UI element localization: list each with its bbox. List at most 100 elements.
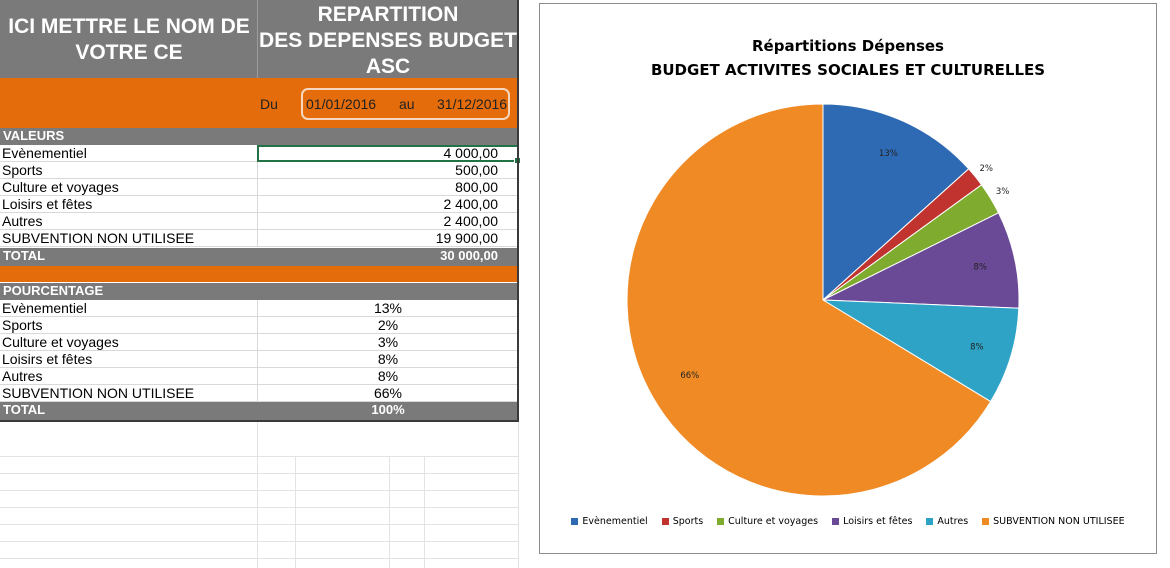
percent-row-value[interactable]: 13% [373, 300, 403, 316]
report-title-line3: ASC [365, 55, 411, 78]
pie-slice-evenementiel[interactable] [822, 103, 970, 302]
legend-item-autres[interactable]: Autres [926, 516, 968, 527]
values-row-label: Culture et voyages [2, 179, 119, 195]
values-row-value[interactable]: 500,00 [455, 162, 498, 178]
pie-slice-loisirs-et-fetes[interactable] [822, 212, 1020, 309]
percent-section-header: POURCENTAGE [0, 283, 518, 300]
cell-divider [257, 162, 258, 179]
cell-divider [257, 385, 258, 402]
values-section-header: VALEURS [0, 128, 518, 145]
percent-row-value[interactable]: 8% [377, 368, 399, 384]
cell-divider [257, 179, 258, 196]
percent-row-label: Evènementiel [2, 300, 87, 316]
values-row[interactable]: SUBVENTION NON UTILISEE 19 900,00 [0, 230, 518, 247]
pie-data-label: 8% [973, 263, 987, 273]
percent-row-value[interactable]: 8% [377, 351, 399, 367]
legend-label: Evènementiel [582, 516, 648, 527]
section-divider-band [0, 266, 518, 282]
percent-total-value[interactable]: 100% [371, 402, 405, 417]
values-total-value[interactable]: 30 000,00 [440, 248, 498, 263]
cell-divider [257, 213, 258, 230]
percent-total-label: TOTAL [3, 402, 46, 417]
period-du-label: Du [260, 96, 278, 112]
values-row-value[interactable]: 19 900,00 [435, 230, 498, 246]
percent-row-value[interactable]: 66% [373, 385, 403, 401]
grid-line [0, 507, 518, 508]
table-right-border [517, 0, 519, 422]
pie-data-label: 3% [996, 187, 1010, 197]
percent-row[interactable]: Culture et voyages 3% [0, 334, 518, 351]
cell-divider [257, 300, 258, 317]
cell-divider [257, 334, 258, 351]
percent-row[interactable]: Evènementiel 13% [0, 300, 518, 317]
values-row[interactable]: Sports 500,00 [0, 162, 518, 179]
percent-row[interactable]: SUBVENTION NON UTILISEE 66% [0, 385, 518, 402]
legend-item-subvention-non-utilisee[interactable]: SUBVENTION NON UTILISEE [982, 516, 1125, 527]
grid-line [0, 524, 518, 525]
cell-divider [257, 230, 258, 247]
chart-title-line1: Répartitions Dépenses [752, 37, 944, 55]
cell-divider [257, 317, 258, 334]
pie-plot: 13% 2% 3% 8% 8% 66% [626, 103, 1020, 497]
pie-slice-subvention-non-utilisee[interactable] [626, 103, 992, 497]
percent-row-label: Sports [2, 317, 43, 333]
percent-row-label: Autres [2, 368, 43, 384]
header-divider [257, 0, 258, 78]
period-end-date[interactable]: 31/12/2016 [437, 96, 508, 112]
percent-row[interactable]: Sports 2% [0, 317, 518, 334]
legend-swatch [982, 518, 990, 525]
values-row-value[interactable]: 800,00 [455, 179, 498, 195]
legend-swatch [571, 518, 579, 525]
pie-chart[interactable]: Répartitions Dépenses BUDGET ACTIVITES S… [539, 3, 1157, 554]
header-band: ICI METTRE LE NOM DE VOTRE CE REPARTITIO… [0, 0, 518, 78]
percent-row-label: Culture et voyages [2, 334, 119, 350]
legend-item-sports[interactable]: Sports [661, 516, 704, 527]
report-title-cell[interactable]: REPARTITION DES DEPENSES BUDGET ASC [258, 2, 518, 80]
period-start-date[interactable]: 01/01/2016 [306, 96, 377, 112]
table-bottom-border [0, 420, 519, 422]
legend-label: Culture et voyages [728, 516, 819, 527]
values-row[interactable]: Loisirs et fêtes 2 400,00 [0, 196, 518, 213]
pie-data-label: 2% [979, 164, 993, 174]
period-box [301, 88, 510, 120]
percent-row-label: Loisirs et fêtes [2, 351, 93, 367]
values-row-value[interactable]: 2 400,00 [443, 196, 499, 212]
percent-row[interactable]: Autres 8% [0, 368, 518, 385]
pie-slice-autres[interactable] [822, 299, 1020, 403]
legend-item-culture-et-voyages[interactable]: Culture et voyages [717, 516, 818, 527]
legend-label: Autres [937, 516, 969, 527]
ce-name-line2: VOTRE CE [75, 41, 183, 64]
ce-name-cell[interactable]: ICI METTRE LE NOM DE VOTRE CE [0, 14, 258, 66]
chart-title: Répartitions Dépenses BUDGET ACTIVITES S… [540, 34, 1156, 82]
legend-item-loisirs-et-fetes[interactable]: Loisirs et fêtes [832, 516, 912, 527]
ce-name-line1: ICI METTRE LE NOM DE [8, 15, 250, 38]
percent-row-value[interactable]: 3% [377, 334, 399, 350]
grid-line [0, 473, 518, 474]
values-row-value[interactable]: 4 000,00 [443, 145, 499, 161]
grid-line [0, 490, 518, 491]
values-row-value[interactable]: 2 400,00 [443, 213, 499, 229]
legend-swatch [832, 518, 840, 525]
pie-data-label: 66% [680, 371, 699, 381]
selected-cell-outline [257, 145, 521, 164]
values-total-label: TOTAL [3, 248, 46, 263]
cell-divider [257, 196, 258, 213]
legend-item-evenementiel[interactable]: Evènementiel [571, 516, 648, 527]
values-row[interactable]: Autres 2 400,00 [0, 213, 518, 230]
percent-row[interactable]: Loisirs et fêtes 8% [0, 351, 518, 368]
chart-legend: Evènementiel Sports Culture et voyages Lois… [540, 516, 1156, 527]
grid-line [0, 541, 518, 542]
pie-data-label: 8% [970, 342, 984, 352]
legend-swatch [661, 518, 669, 525]
report-title-line1: REPARTITION [317, 3, 459, 26]
legend-label: Sports [672, 516, 704, 527]
percent-total-row[interactable]: TOTAL 100% [0, 402, 518, 420]
cell-divider [257, 351, 258, 368]
values-section-label: VALEURS [3, 128, 65, 143]
values-row-label: Sports [2, 162, 43, 178]
values-row-label: Loisirs et fêtes [2, 196, 93, 212]
chart-title-line2: BUDGET ACTIVITES SOCIALES ET CULTURELLES [650, 61, 1046, 79]
values-total-row[interactable]: TOTAL 30 000,00 [0, 248, 518, 266]
percent-row-value[interactable]: 2% [377, 317, 399, 333]
values-row[interactable]: Culture et voyages 800,00 [0, 179, 518, 196]
